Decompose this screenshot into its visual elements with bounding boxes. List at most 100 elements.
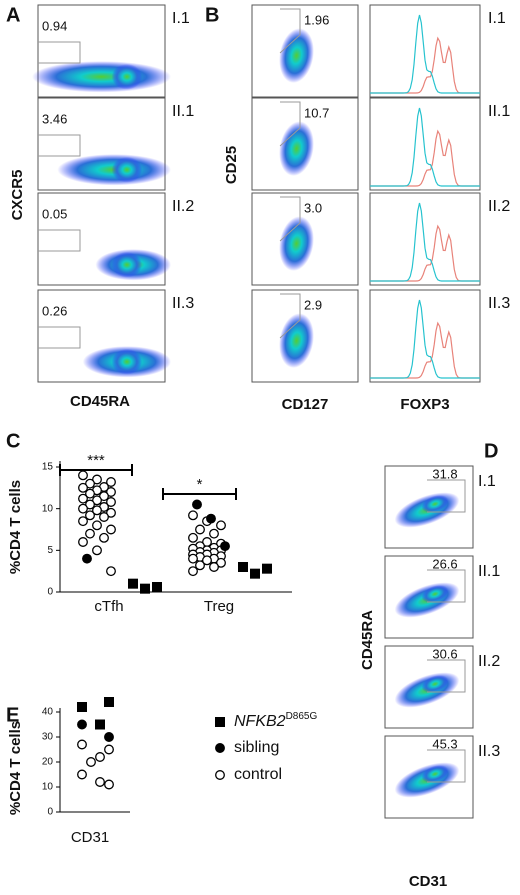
plot-frame	[369, 192, 481, 286]
label: Treg	[204, 598, 234, 615]
point	[188, 532, 198, 543]
density	[421, 495, 449, 513]
y-tick-label: 0	[47, 587, 53, 598]
gate	[427, 659, 466, 693]
label: C	[6, 430, 20, 452]
label: 0.05	[42, 206, 67, 221]
axis-label: CXCR5	[9, 170, 26, 221]
gate	[38, 229, 81, 252]
point	[85, 488, 95, 499]
label: II.2	[172, 198, 194, 215]
point	[85, 528, 95, 539]
point	[92, 495, 102, 506]
point	[262, 563, 272, 574]
point	[78, 503, 88, 514]
gate	[279, 196, 301, 242]
point	[92, 545, 102, 556]
axis-label: %CD4 T cells	[7, 480, 24, 574]
y-tick-label: 30	[42, 732, 54, 743]
point	[78, 516, 88, 527]
point	[106, 566, 116, 577]
label: 30.6	[432, 646, 457, 661]
point	[188, 553, 198, 564]
density	[279, 216, 314, 271]
label: *	[197, 476, 203, 493]
density	[111, 251, 143, 278]
plot-frame	[37, 4, 166, 98]
histogram	[370, 321, 480, 379]
point	[202, 555, 212, 566]
point	[78, 482, 88, 493]
label: II.3	[172, 295, 194, 312]
axis-label: %CD4 T cells	[7, 721, 24, 815]
legend-superscript: D865G	[286, 711, 318, 722]
gate	[38, 326, 81, 349]
density	[111, 348, 143, 375]
legend-label: sibling	[234, 739, 279, 756]
point	[85, 478, 95, 489]
label: CD45RA	[70, 393, 130, 410]
point	[188, 566, 198, 577]
gate	[38, 41, 81, 64]
label: 1.96	[304, 12, 329, 27]
point	[209, 562, 219, 572]
density	[421, 765, 449, 783]
point	[192, 499, 202, 510]
histogram	[370, 129, 480, 187]
label: 2.9	[304, 297, 322, 312]
point	[106, 497, 116, 507]
point	[140, 583, 150, 594]
point	[99, 491, 109, 502]
point	[215, 717, 225, 727]
label: II.2	[488, 198, 510, 215]
point	[106, 477, 116, 487]
point	[152, 582, 162, 592]
label: 0.26	[42, 303, 67, 318]
point	[188, 510, 198, 521]
plot-frame	[37, 97, 166, 191]
gate	[279, 8, 301, 54]
plot-frame	[384, 735, 474, 819]
legend-name: NFKB2	[234, 713, 286, 730]
point	[77, 719, 87, 730]
y-tick-label: 10	[42, 782, 54, 793]
histogram	[370, 107, 480, 187]
label: 45.3	[432, 736, 457, 751]
point	[215, 770, 225, 780]
y-tick-label: 40	[42, 707, 54, 718]
point	[104, 732, 114, 742]
label: 0.94	[42, 18, 67, 33]
point	[85, 510, 95, 521]
axis-label: CD45RA	[359, 610, 376, 670]
point	[216, 520, 226, 531]
point	[128, 578, 138, 589]
label: CD31	[409, 873, 447, 890]
label: 26.6	[432, 556, 457, 571]
point	[106, 507, 116, 518]
y-tick-label: 10	[42, 503, 54, 514]
density	[279, 313, 314, 368]
label: I.1	[478, 473, 496, 490]
point	[77, 739, 87, 750]
label: 10.7	[304, 105, 329, 120]
plot-frame	[369, 97, 481, 191]
y-tick-label: 20	[42, 757, 54, 768]
density	[421, 675, 449, 693]
histogram	[370, 36, 480, 94]
histogram	[370, 202, 480, 282]
point	[195, 524, 205, 535]
label: B	[205, 4, 219, 26]
label: II.3	[488, 295, 510, 312]
density	[279, 121, 314, 176]
plot-frame	[384, 645, 474, 729]
label: II.1	[172, 103, 194, 120]
legend-label: NFKB2D865G	[234, 711, 317, 731]
y-tick-label: 15	[42, 462, 54, 473]
point	[77, 702, 87, 712]
label: D	[484, 440, 498, 462]
label: II.1	[478, 563, 500, 580]
legend-name: control	[234, 766, 282, 783]
label: A	[6, 4, 20, 26]
label: I.1	[172, 10, 190, 27]
